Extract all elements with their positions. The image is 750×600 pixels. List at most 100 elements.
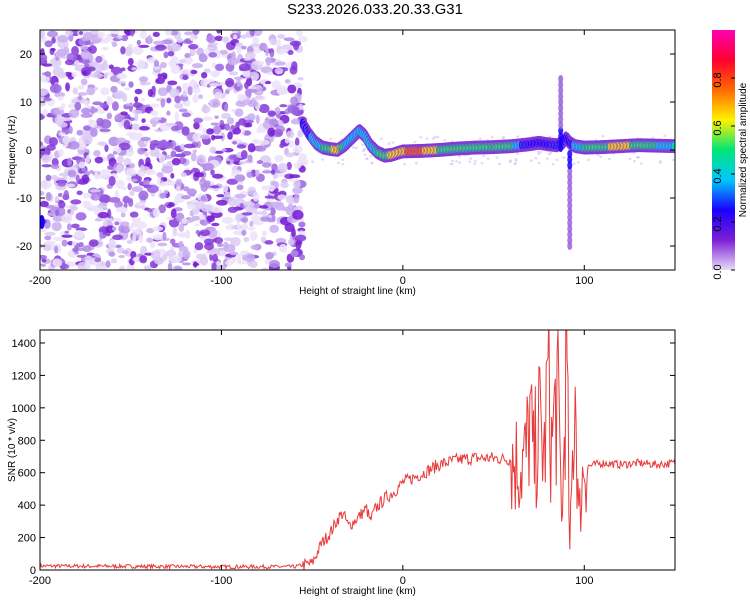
noise-blob — [116, 163, 123, 174]
noise-blob — [54, 195, 60, 203]
noise-blob — [130, 178, 138, 182]
noise-blob — [93, 150, 101, 157]
faint-blob — [636, 156, 640, 159]
noise-blob — [108, 196, 121, 203]
noise-blob — [227, 131, 233, 140]
noise-blob — [209, 101, 214, 106]
noise-blob — [127, 57, 134, 66]
noise-blob — [58, 200, 66, 209]
noise-blob — [267, 127, 276, 137]
noise-blob — [287, 104, 297, 114]
y-tick-label: 200 — [18, 533, 36, 545]
noise-blob — [90, 127, 98, 138]
noise-blob — [58, 106, 65, 111]
noise-blob — [170, 125, 180, 132]
faint-blob — [549, 151, 553, 154]
noise-blob — [216, 194, 226, 198]
noise-blob — [158, 153, 166, 164]
noise-blob — [132, 102, 143, 109]
noise-blob — [45, 174, 52, 182]
noise-blob — [221, 36, 230, 43]
noise-blob — [137, 147, 146, 155]
noise-blob — [259, 205, 269, 209]
noise-blob — [120, 67, 126, 72]
noise-blob — [81, 174, 90, 184]
faint-blob — [337, 161, 341, 165]
faint-blob — [551, 163, 555, 166]
faint-blob — [454, 160, 458, 163]
noise-blob — [52, 258, 63, 268]
y-tick-label: 10 — [20, 97, 32, 109]
noise-blob — [147, 34, 152, 44]
noise-blob — [90, 193, 101, 201]
noise-blob — [206, 215, 216, 223]
noise-blob — [48, 137, 58, 147]
noise-blob — [77, 84, 85, 90]
noise-blob — [90, 105, 95, 115]
noise-blob — [174, 232, 185, 237]
noise-blob — [192, 93, 199, 103]
noise-blob — [176, 37, 183, 43]
noise-blob — [226, 117, 235, 125]
x-tick-label: 100 — [575, 275, 593, 287]
faint-blob — [639, 162, 643, 165]
noise-blob — [63, 189, 69, 200]
noise-blob — [265, 251, 274, 260]
noise-blob — [144, 179, 151, 185]
noise-blob — [51, 221, 62, 232]
faint-blob — [443, 138, 447, 142]
noise-blob — [176, 185, 181, 192]
noise-blob — [92, 101, 103, 106]
noise-blob — [180, 172, 187, 177]
noise-blob — [269, 48, 275, 58]
noise-blob — [235, 42, 243, 47]
noise-blob — [298, 103, 304, 111]
noise-blob — [232, 140, 237, 145]
noise-blob — [244, 253, 256, 263]
noise-blob — [246, 171, 253, 178]
noise-blob — [162, 141, 173, 149]
noise-blob — [259, 139, 270, 145]
noise-blob — [100, 87, 110, 96]
faint-blob — [365, 157, 369, 161]
noise-blob — [210, 122, 220, 126]
noise-blob — [41, 154, 51, 163]
faint-blob — [311, 160, 315, 163]
noise-blob — [261, 209, 267, 218]
noise-blob — [243, 119, 254, 124]
y-tick-label: 800 — [18, 435, 36, 447]
noise-blob — [228, 71, 239, 76]
noise-blob — [271, 80, 282, 90]
noise-blob — [80, 78, 88, 86]
noise-blob — [228, 154, 236, 160]
noise-blob — [243, 57, 252, 61]
noise-blob — [124, 46, 133, 57]
noise-blob — [106, 112, 113, 120]
faint-blob — [341, 163, 345, 166]
noise-blob — [147, 88, 153, 97]
noise-blob — [193, 121, 200, 130]
noise-blob — [191, 215, 200, 221]
noise-blob — [293, 194, 300, 204]
spike-blob — [567, 195, 573, 204]
noise-blob — [258, 103, 270, 114]
noise-blob — [240, 217, 248, 223]
noise-blob — [297, 76, 304, 81]
faint-blob — [608, 157, 612, 161]
noise-blob — [208, 46, 214, 52]
noise-blob — [277, 34, 286, 39]
noise-blob — [139, 255, 148, 264]
noise-blob — [279, 143, 285, 149]
noise-blob — [124, 87, 131, 91]
noise-blob — [118, 142, 131, 151]
noise-blob — [57, 71, 67, 79]
noise-blob — [118, 224, 125, 233]
noise-blob — [106, 33, 113, 42]
noise-blob — [208, 52, 218, 58]
noise-blob — [184, 52, 191, 59]
noise-blob — [236, 254, 242, 264]
noise-blob — [298, 36, 308, 43]
noise-blob — [50, 175, 59, 181]
noise-blob — [83, 125, 93, 131]
